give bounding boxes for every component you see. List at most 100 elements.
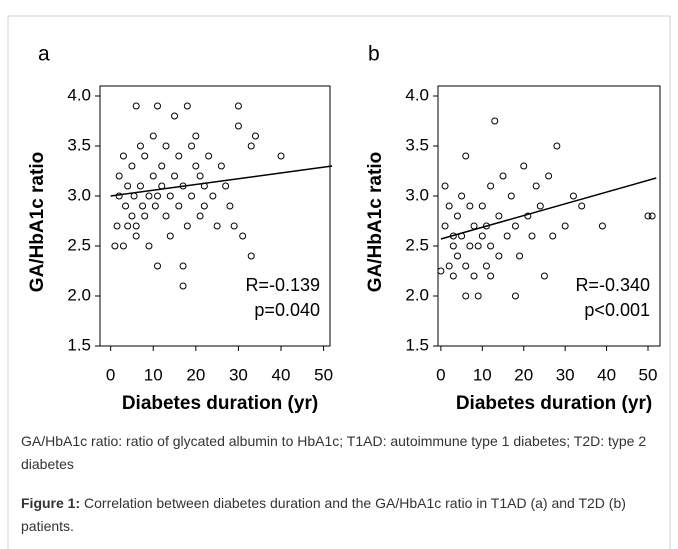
point (124, 222, 132, 230)
point (128, 162, 136, 170)
point (149, 132, 157, 140)
point (466, 202, 474, 210)
point (441, 222, 449, 230)
x-tick-label: 10 (144, 365, 163, 384)
point (598, 222, 606, 230)
point (487, 182, 495, 190)
point (511, 292, 519, 300)
point (478, 202, 486, 210)
point (449, 242, 457, 250)
x-axis-label: Diabetes duration (yr) (122, 393, 318, 414)
point (470, 222, 478, 230)
x-tick-label: 0 (106, 365, 115, 384)
point (136, 182, 144, 190)
x-tick-label: 10 (473, 365, 492, 384)
point (162, 142, 170, 150)
point (213, 222, 221, 230)
point (470, 272, 478, 280)
x-tick-label: 0 (436, 365, 445, 384)
point (437, 267, 445, 275)
point (532, 182, 540, 190)
x-axis-label: Diabetes duration (yr) (456, 393, 652, 414)
point (188, 142, 196, 150)
point (549, 232, 557, 240)
point (113, 222, 121, 230)
y-tick-label: 3.5 (67, 135, 91, 154)
point (247, 142, 255, 150)
annotation: p=0.040 (254, 300, 320, 320)
point (503, 232, 511, 240)
plot-frame (437, 85, 661, 347)
point (119, 152, 127, 160)
point (230, 222, 238, 230)
trend-line (110, 165, 333, 197)
annotation: p<0.001 (584, 300, 650, 320)
point (149, 172, 157, 180)
panel-label: a (38, 43, 50, 66)
figure-text: Correlation between diabetes duration an… (21, 495, 626, 534)
point (524, 212, 532, 220)
y-tick-label: 2.5 (67, 235, 91, 254)
point (520, 162, 528, 170)
caption-note: GA/HbA1c ratio: ratio of glycated albumi… (21, 433, 647, 472)
x-tick-label: 30 (229, 365, 248, 384)
y-tick-label: 3.0 (405, 185, 429, 204)
y-axis-label: GA/HbA1c ratio (365, 152, 386, 292)
point (200, 202, 208, 210)
point (507, 192, 515, 200)
point (166, 192, 174, 200)
point (487, 242, 495, 250)
point (151, 202, 159, 210)
point (495, 212, 503, 220)
point (132, 232, 140, 240)
y-tick-label: 1.5 (67, 335, 91, 354)
y-tick-label: 3.0 (67, 185, 91, 204)
point (462, 262, 470, 270)
point (183, 222, 191, 230)
point (553, 142, 561, 150)
point (122, 202, 130, 210)
point (462, 152, 470, 160)
point (499, 172, 507, 180)
point (644, 212, 652, 220)
point (222, 182, 230, 190)
point (648, 212, 656, 220)
point (175, 152, 183, 160)
point (111, 242, 119, 250)
point (251, 132, 259, 140)
point (166, 232, 174, 240)
point (119, 242, 127, 250)
point (141, 212, 149, 220)
point (179, 282, 187, 290)
panel-label: b (368, 43, 380, 66)
point (441, 182, 449, 190)
point (487, 272, 495, 280)
trend-line (440, 177, 657, 240)
point (474, 242, 482, 250)
point (453, 252, 461, 260)
y-tick-label: 2.0 (67, 285, 91, 304)
point (540, 272, 548, 280)
point (474, 292, 482, 300)
point (445, 262, 453, 270)
point (536, 202, 544, 210)
point (154, 262, 161, 270)
point (141, 152, 149, 160)
x-tick-label: 40 (272, 365, 291, 384)
point (171, 172, 179, 180)
point (158, 162, 166, 170)
point (545, 172, 553, 180)
point (162, 212, 170, 220)
figure-label: Figure 1: (21, 495, 81, 511)
point (124, 182, 132, 190)
annotation: R=-0.340 (575, 275, 650, 295)
point (192, 162, 200, 170)
x-tick-label: 30 (556, 365, 575, 384)
y-tick-label: 1.5 (405, 335, 429, 354)
point (175, 202, 183, 210)
point (115, 172, 123, 180)
point (139, 202, 147, 210)
point (458, 192, 466, 200)
